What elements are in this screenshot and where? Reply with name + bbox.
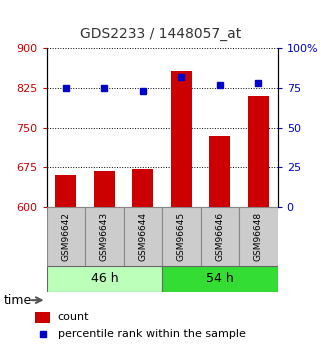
Text: 54 h: 54 h — [206, 272, 234, 285]
Bar — [162, 207, 201, 266]
Bar — [201, 207, 239, 266]
Text: 46 h: 46 h — [91, 272, 118, 285]
Bar — [209, 136, 230, 207]
Bar — [47, 207, 85, 266]
Bar — [55, 175, 76, 207]
Bar — [239, 207, 278, 266]
Bar — [35, 312, 50, 323]
Text: GSM96642: GSM96642 — [61, 212, 70, 261]
Text: GSM96648: GSM96648 — [254, 212, 263, 261]
Bar — [171, 70, 192, 207]
Text: GDS2233 / 1448057_at: GDS2233 / 1448057_at — [80, 27, 241, 41]
Text: time: time — [3, 294, 31, 307]
Bar — [248, 96, 269, 207]
Text: GSM96645: GSM96645 — [177, 212, 186, 261]
Text: GSM96646: GSM96646 — [215, 212, 224, 261]
Bar — [124, 207, 162, 266]
Bar — [85, 207, 124, 266]
Text: percentile rank within the sample: percentile rank within the sample — [58, 329, 246, 339]
Text: GSM96643: GSM96643 — [100, 212, 109, 261]
Text: GSM96644: GSM96644 — [138, 212, 147, 261]
Bar — [162, 266, 278, 292]
Bar — [132, 169, 153, 207]
Text: count: count — [58, 312, 89, 322]
Bar — [47, 266, 162, 292]
Bar — [94, 171, 115, 207]
